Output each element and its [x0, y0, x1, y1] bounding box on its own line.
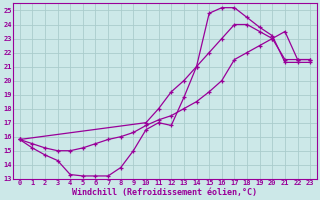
X-axis label: Windchill (Refroidissement éolien,°C): Windchill (Refroidissement éolien,°C) — [72, 188, 258, 197]
